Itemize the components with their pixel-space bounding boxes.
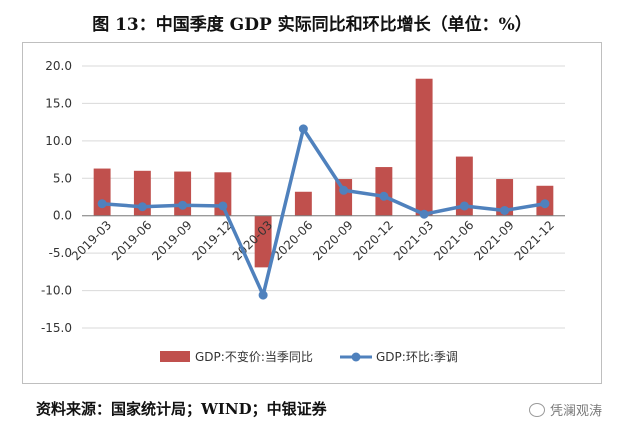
source-note: 资料来源：国家统计局；WIND；中银证券: [36, 400, 327, 418]
y-tick-label: -15.0: [41, 321, 72, 335]
bar-yoy-2020-09: [335, 179, 353, 216]
line-layer: [97, 124, 550, 300]
bar-yoy-2021-03: [415, 78, 433, 216]
qoq-point-2020-12: [379, 191, 389, 201]
x-tick-label: 2019-03: [69, 218, 114, 263]
qoq-point-2021-12: [540, 199, 550, 209]
qoq-point-2019-09: [178, 200, 188, 210]
wechat-icon: [528, 402, 545, 417]
bar-yoy-2020-06: [294, 191, 312, 216]
qoq-line: [101, 127, 546, 297]
legend-label-line: GDP:环比:季调: [376, 350, 458, 364]
x-tick-label: 2019-06: [109, 218, 154, 263]
x-tick-label: 2019-12: [190, 218, 235, 263]
bar-yoy-2020-03: [254, 215, 272, 268]
qoq-point-2020-06: [298, 124, 308, 134]
watermark: 凭澜观涛: [528, 400, 602, 419]
x-tick-label: 2021-06: [431, 218, 476, 263]
legend-label-bar: GDP:不变价:当季同比: [195, 349, 313, 364]
qoq-point-2021-06: [459, 201, 469, 211]
qoq-point-2019-12: [218, 201, 228, 211]
bar-yoy-2021-06: [455, 156, 473, 216]
x-tick-label: 2021-09: [471, 218, 516, 263]
qoq-point-2021-09: [500, 205, 510, 215]
bar-yoy-2019-06: [133, 170, 151, 216]
y-tick-label: 20.0: [45, 59, 72, 73]
qoq-point-2021-03: [419, 209, 429, 219]
qoq-point-2020-03: [258, 290, 268, 300]
chart-title: 图 13：中国季度 GDP 实际同比和环比增长（单位：%）: [92, 15, 532, 35]
y-tick-label: -10.0: [41, 284, 72, 298]
y-tick-label: 0.0: [53, 209, 72, 223]
bar-yoy-2021-09: [496, 179, 514, 216]
y-tick-label: 5.0: [53, 171, 72, 185]
y-tick-label: -5.0: [49, 246, 72, 260]
x-tick-label: 2019-09: [149, 218, 194, 263]
y-tick-label: 10.0: [45, 134, 72, 148]
qoq-point-2020-09: [339, 185, 349, 195]
legend-swatch-bar: [160, 351, 190, 362]
x-tick-label: 2020-12: [351, 218, 396, 263]
chart-frame: [22, 42, 602, 384]
bar-yoy-2020-12: [375, 167, 393, 216]
qoq-point-2019-03: [97, 199, 107, 209]
qoq-point-2019-06: [137, 202, 147, 212]
x-tick-label: 2021-03: [391, 218, 436, 263]
gdp-chart: 20.015.010.05.00.0-5.0-10.0-15.02019-032…: [41, 59, 565, 364]
legend-marker-line: [351, 352, 361, 362]
x-tick-label: 2021-12: [512, 218, 557, 263]
bar-yoy-2019-03: [93, 168, 111, 216]
x-tick-label: 2020-09: [310, 218, 355, 263]
legend: GDP:不变价:当季同比 GDP:环比:季调: [160, 349, 458, 364]
watermark-text: 凭澜观涛: [549, 404, 602, 419]
grid-layer: [82, 65, 565, 329]
y-tick-label: 15.0: [45, 96, 72, 110]
